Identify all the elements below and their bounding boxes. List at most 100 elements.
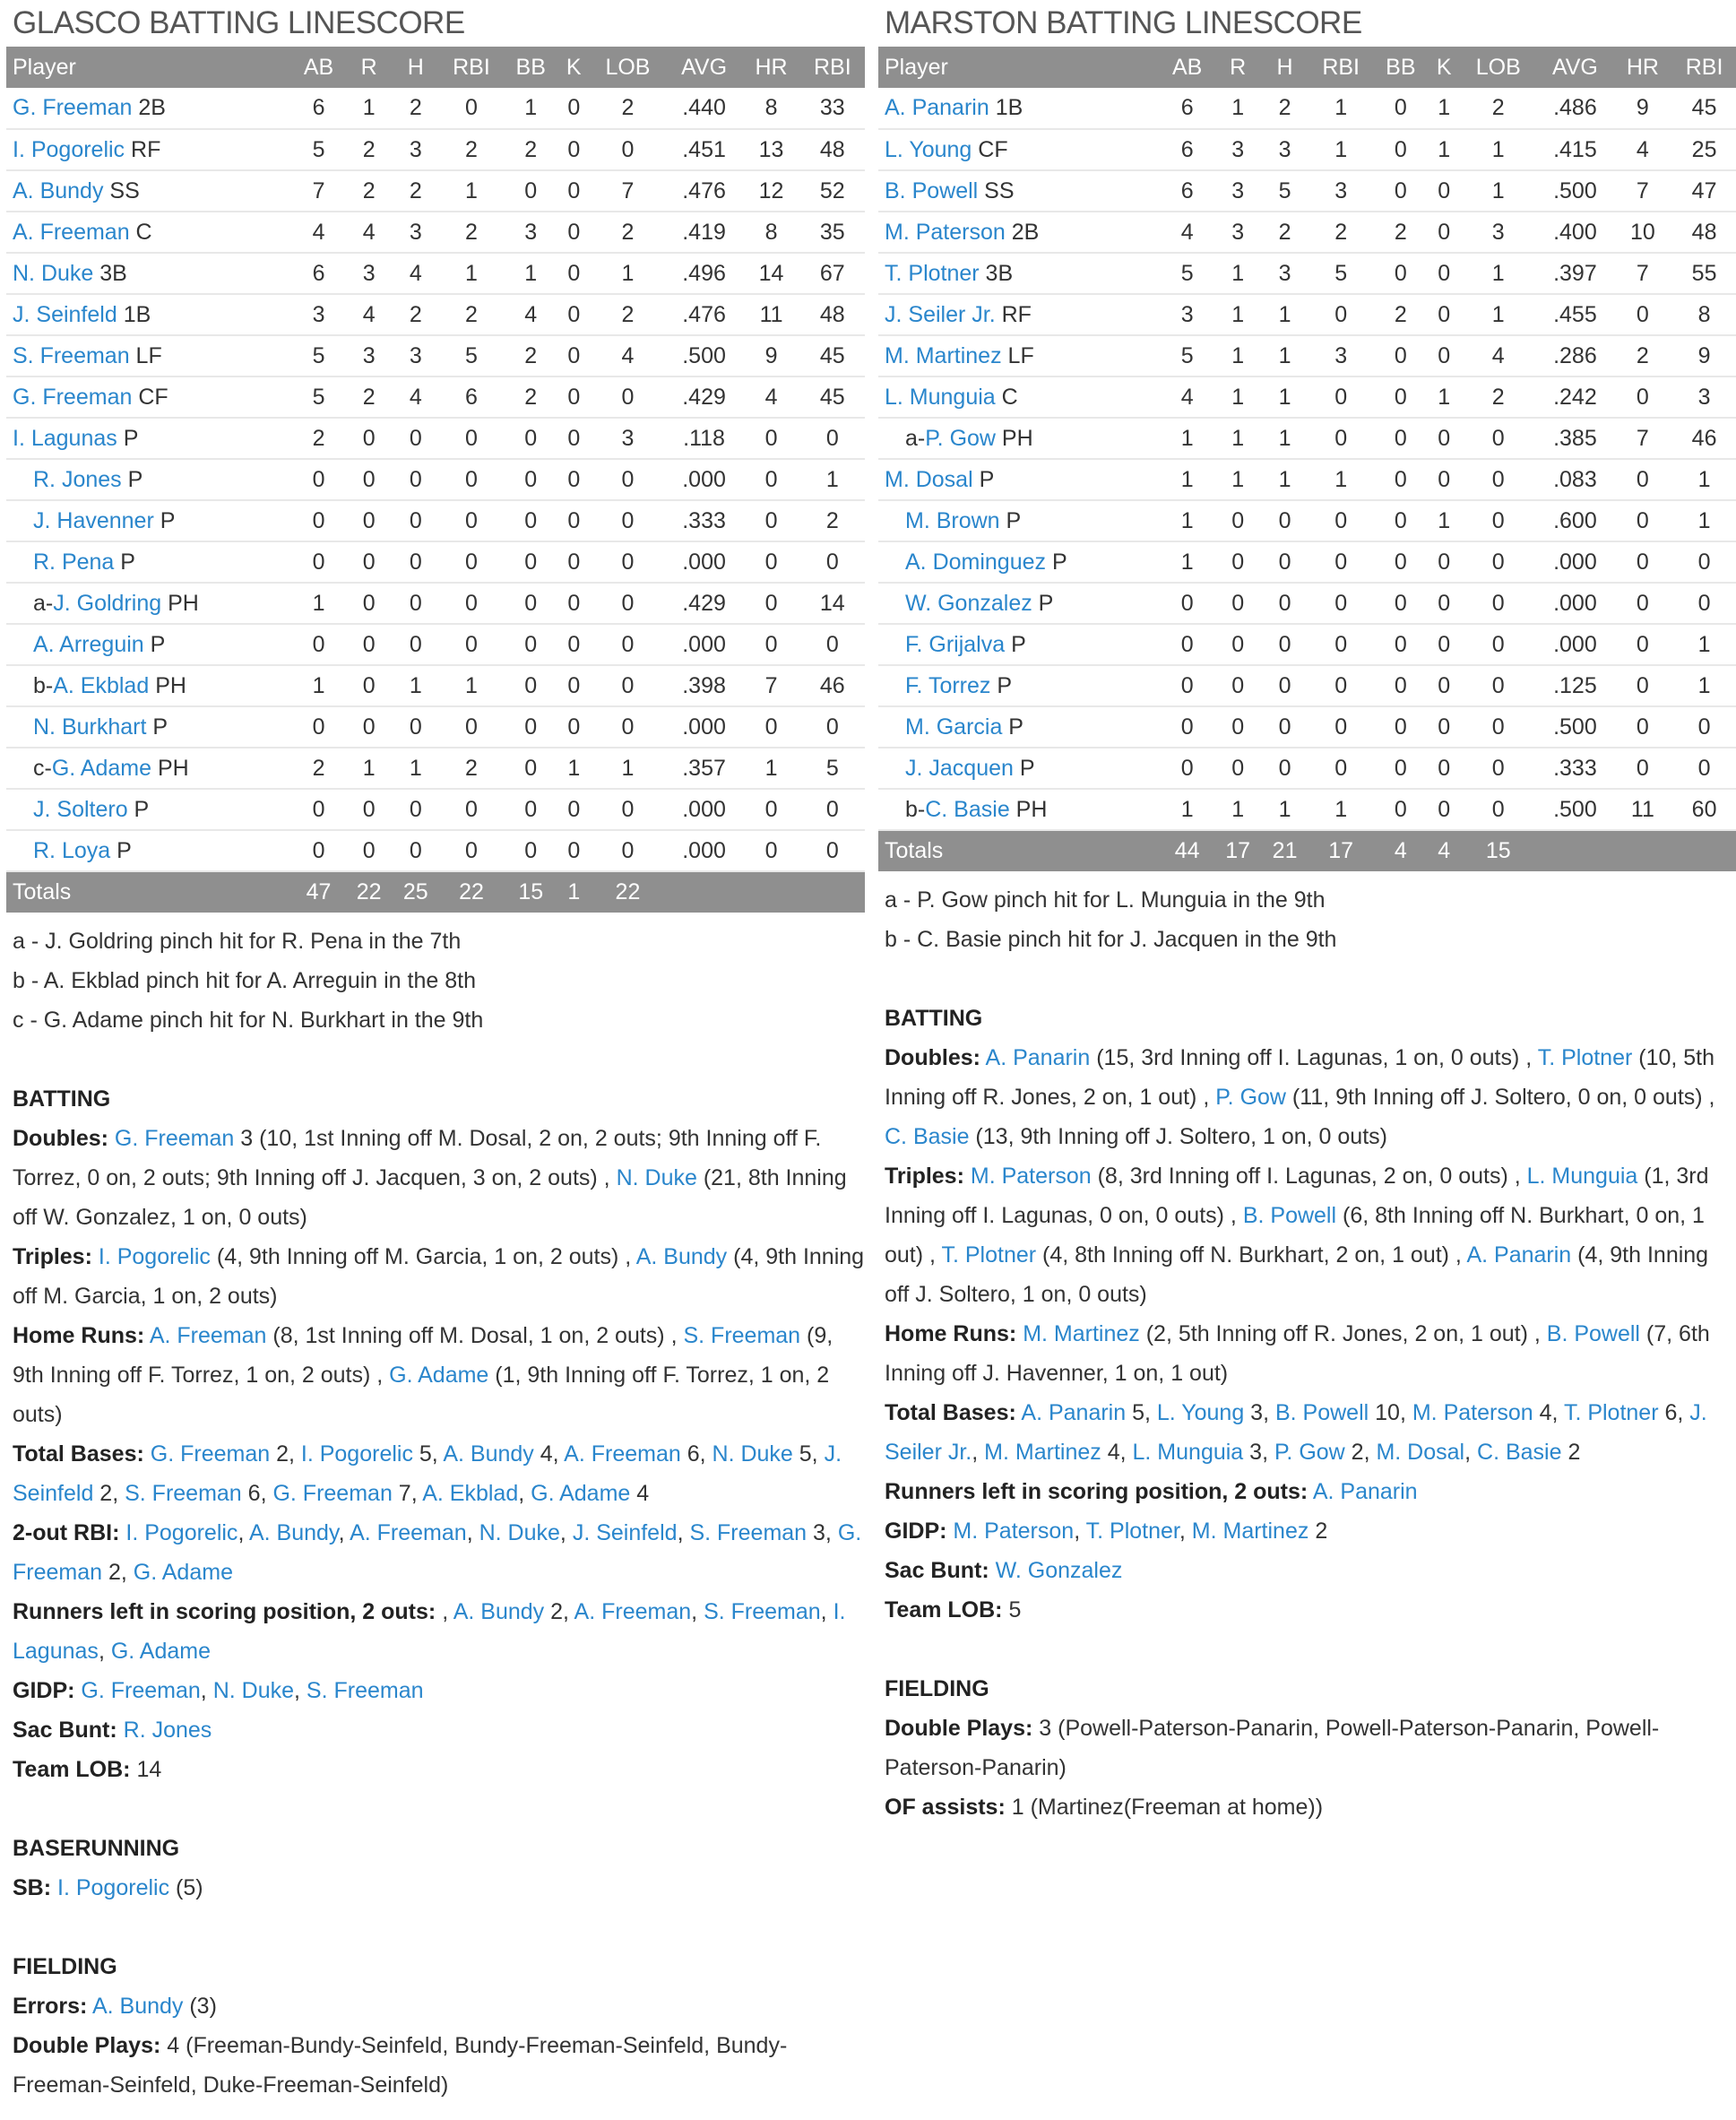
player-link[interactable]: A. Bundy [13,177,104,203]
player-link[interactable]: G. Adame [389,1363,489,1388]
player-link[interactable]: A. Freeman [350,1520,467,1545]
player-link[interactable]: G. Freeman [13,95,133,120]
player-link[interactable]: J. Havenner [33,507,154,533]
player-link[interactable]: T. Plotner [885,260,980,286]
player-link[interactable]: J. Seinfeld [13,301,117,327]
player-link[interactable]: J. Soltero [33,796,128,822]
player-link[interactable]: G. Adame [51,755,151,781]
player-link[interactable]: B. Powell [885,177,979,203]
player-link[interactable]: T. Plotner [1085,1519,1179,1544]
player-link[interactable]: W. Gonzalez [905,590,1032,616]
player-link[interactable]: A. Freeman [574,1599,692,1624]
player-link[interactable]: A. Panarin [1021,1400,1127,1425]
player-link[interactable]: M. Martinez [984,1440,1101,1465]
player-link[interactable]: R. Pena [33,549,115,575]
player-link[interactable]: A. Bundy [248,1520,339,1545]
player-link[interactable]: J. Seinfeld [572,1520,678,1545]
player-link[interactable]: N. Duke [712,1441,793,1467]
player-link[interactable]: C. Basie [1477,1440,1562,1465]
player-link[interactable]: M. Martinez [885,342,1002,368]
player-link[interactable]: T. Plotner [1563,1400,1659,1425]
player-link[interactable]: G. Adame [110,1639,212,1664]
player-link[interactable]: G. Freeman [13,1520,862,1585]
player-link[interactable]: A. Bundy [453,1599,545,1624]
player-link[interactable]: B. Powell [1274,1400,1369,1425]
player-link[interactable]: F. Grijalva [905,631,1006,657]
player-link[interactable]: A. Bundy [443,1441,534,1467]
player-link[interactable]: L. Young [885,136,972,162]
player-link[interactable]: M. Dosal [885,466,973,492]
player-link[interactable]: M. Paterson [885,219,1006,245]
player-link[interactable]: L. Munguia [885,384,996,410]
player-link[interactable]: G. Freeman [114,1126,235,1151]
player-link[interactable]: R. Jones [123,1718,212,1743]
player-link[interactable]: I. Pogorelic [98,1244,211,1269]
player-link[interactable]: L. Munguia [1526,1164,1638,1189]
player-link[interactable]: A. Freeman [149,1323,267,1348]
player-link[interactable]: I. Pogorelic [13,136,125,162]
player-link[interactable]: A. Ekblad [53,672,150,698]
player-link[interactable]: M. Paterson [970,1164,1092,1189]
player-link[interactable]: A. Panarin [1312,1479,1418,1504]
player-link[interactable]: N. Burkhart [33,714,147,740]
player-link[interactable]: M. Paterson [1412,1400,1533,1425]
player-link[interactable]: A. Bundy [635,1244,728,1269]
player-link[interactable]: T. Plotner [941,1242,1037,1268]
player-link[interactable]: B. Powell [1546,1321,1640,1346]
player-link[interactable]: C. Basie [885,1124,970,1149]
player-link[interactable]: A. Dominguez [905,549,1047,575]
player-link[interactable]: B. Powell [1242,1203,1337,1228]
player-link[interactable]: J. Jacquen [905,755,1014,781]
player-link[interactable]: A. Freeman [564,1441,681,1467]
player-link[interactable]: P. Gow [925,425,996,451]
player-link[interactable]: N. Duke [616,1165,697,1190]
player-link[interactable]: W. Gonzalez [995,1558,1123,1583]
player-link[interactable]: I. Lagunas [13,425,117,451]
player-link[interactable]: N. Duke [212,1678,294,1703]
player-link[interactable]: A. Arreguin [33,631,144,657]
player-link[interactable]: N. Duke [479,1520,560,1545]
player-link[interactable]: S. Freeman [704,1599,821,1624]
player-link[interactable]: I. Pogorelic [125,1520,238,1545]
player-link[interactable]: L. Munguia [1132,1440,1244,1465]
player-link[interactable]: G. Freeman [81,1678,201,1703]
player-link[interactable]: M. Paterson [953,1519,1075,1544]
player-link[interactable]: G. Freeman [272,1481,393,1506]
player-link[interactable]: J. Goldring [53,590,162,616]
player-link[interactable]: S. Freeman [683,1323,801,1348]
player-link[interactable]: A. Panarin [985,1045,1091,1070]
player-link[interactable]: G. Adame [531,1481,631,1506]
player-link[interactable]: P. Gow [1274,1440,1345,1465]
player-link[interactable]: R. Loya [33,837,111,863]
player-link[interactable]: P. Gow [1215,1085,1286,1110]
player-link[interactable]: I. Lagunas [13,1599,846,1664]
player-link[interactable]: I. Pogorelic [300,1441,413,1467]
player-link[interactable]: M. Garcia [905,714,1003,740]
player-link[interactable]: G. Freeman [150,1441,271,1467]
player-link[interactable]: R. Jones [33,466,122,492]
player-link[interactable]: A. Freeman [13,219,130,245]
player-link[interactable]: S. Freeman [306,1678,424,1703]
player-link[interactable]: A. Panarin [1466,1242,1572,1268]
player-link[interactable]: I. Pogorelic [57,1875,170,1900]
player-link[interactable]: N. Duke [13,260,94,286]
player-link[interactable]: S. Freeman [13,342,130,368]
player-link[interactable]: F. Torrez [905,672,991,698]
player-link[interactable]: G. Adame [133,1560,233,1585]
player-link[interactable]: G. Freeman [13,384,133,410]
player-link[interactable]: S. Freeman [689,1520,808,1545]
player-link[interactable]: A. Ekblad [422,1481,519,1506]
player-link[interactable]: A. Panarin [885,95,989,120]
player-link[interactable]: M. Martinez [1191,1519,1309,1544]
player-link[interactable]: M. Martinez [1023,1321,1140,1346]
player-link[interactable]: M. Dosal [1376,1440,1465,1465]
player-link[interactable]: L. Young [1156,1400,1245,1425]
player-link[interactable]: J. Seiler Jr. [885,1400,1707,1465]
player-link[interactable]: T. Plotner [1537,1045,1633,1070]
player-link[interactable]: J. Seinfeld [13,1441,842,1506]
player-link[interactable]: M. Brown [905,507,1000,533]
player-link[interactable]: J. Seiler Jr. [885,301,996,327]
player-link[interactable]: A. Bundy [91,1994,184,2019]
player-link[interactable]: C. Basie [925,796,1010,822]
player-link[interactable]: S. Freeman [125,1481,242,1506]
